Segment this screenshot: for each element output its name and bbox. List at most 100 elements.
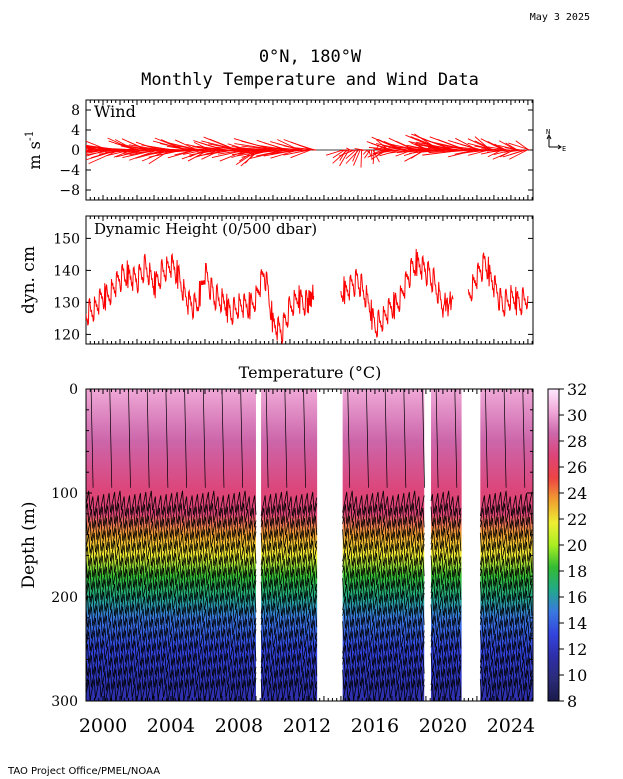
isotherm-contour [86, 653, 257, 679]
isotherm-contour [260, 503, 318, 529]
isotherm-contour [430, 528, 462, 554]
isotherm-contour [260, 490, 318, 517]
wind-vector [339, 149, 352, 152]
wind-vector [360, 149, 363, 168]
temp-x-tick-label: 2004 [147, 715, 195, 737]
isotherm-contour [479, 578, 533, 604]
colorbar-tick-label: 32 [567, 380, 587, 399]
chart-title: Monthly Temperature and Wind Data [141, 70, 479, 90]
wind-vector [362, 149, 368, 155]
colorbar-tick-label: 10 [567, 666, 587, 685]
wind-vector [332, 149, 345, 159]
temp-y-tick-label: 0 [69, 382, 78, 398]
wind-y-tick-label: −8 [59, 183, 80, 199]
wind-vector [197, 149, 235, 157]
surface-contour [454, 389, 458, 488]
wind-vector [201, 149, 222, 160]
isotherm-contour [260, 653, 318, 679]
isotherm-contour [479, 565, 533, 591]
wind-vector [474, 149, 500, 152]
colorbar-tick-label: 8 [567, 692, 577, 711]
wind-vector [487, 149, 511, 153]
wind-y-tick-label: 8 [71, 103, 80, 119]
isotherm-contour [342, 640, 425, 666]
isotherm-contour [430, 665, 462, 691]
isotherm-contour [479, 553, 533, 579]
wind-vector [461, 148, 485, 151]
isotherm-contour [430, 603, 462, 629]
isotherm-contour [479, 665, 533, 691]
compass-north-label: N [546, 128, 550, 136]
colorbar-tick-label: 12 [567, 640, 587, 659]
isotherm-contour [430, 590, 462, 616]
temp-x-tick-label: 2020 [419, 715, 467, 737]
surface-contour [202, 389, 206, 488]
surface-contour [485, 389, 488, 488]
wind-y-tick-label: 4 [71, 123, 80, 139]
wind-vector [364, 149, 371, 159]
dh-y-tick-label: 150 [53, 231, 80, 247]
surface-contour [240, 389, 244, 488]
wind-vector [283, 149, 310, 156]
isotherm-contour [430, 640, 462, 666]
wind-x-ticks [85, 100, 533, 200]
isotherm-contour [342, 553, 425, 579]
isotherm-contour [86, 528, 257, 554]
wind-vector [345, 149, 357, 160]
colorbar: 8 10 12 14 16 18 20 22 24 26 28 30 32 [547, 380, 587, 711]
wind-vector [216, 146, 242, 151]
isotherm-contour [260, 540, 318, 566]
surface-contour [128, 389, 131, 488]
isotherm-contour [479, 603, 533, 629]
wind-vector [290, 149, 311, 159]
wind-vector [388, 149, 412, 154]
temperature-x-axis: 2000 2004 2008 2012 2016 2020 2024 [79, 389, 535, 737]
isotherm-contour [342, 578, 425, 604]
isotherm-contour [86, 578, 257, 604]
wind-vector [447, 149, 474, 153]
wind-vector [167, 149, 197, 159]
surface-contour [109, 389, 113, 488]
isotherm-contour [86, 590, 257, 616]
wind-vector [151, 149, 178, 152]
temperature-y-axis: 0 100 200 300 [51, 382, 533, 710]
colorbar-tick-label: 30 [567, 406, 587, 425]
wind-vector [509, 149, 528, 160]
isotherm-contour [260, 565, 318, 591]
colorbar-tick-label: 24 [567, 484, 587, 503]
wind-vector [290, 146, 317, 151]
isotherm-contour [342, 490, 425, 517]
dynamic-height-series [86, 248, 529, 344]
isotherm-contour [342, 515, 425, 541]
isotherm-contour [430, 503, 462, 529]
isotherm-contour [260, 640, 318, 666]
isotherm-contour [86, 515, 257, 541]
isotherm-contour [430, 578, 462, 604]
colorbar-tick-label: 28 [567, 432, 587, 451]
wind-vector [487, 140, 505, 151]
isotherm-contour [430, 565, 462, 591]
dynamic-height-x-ticks [85, 216, 533, 344]
isotherm-contour [479, 615, 533, 641]
surface-contour [221, 389, 225, 488]
surface-contour [503, 389, 507, 488]
temperature-panel: Temperature (°C) 0 100 200 300 2000 2004 2008… [19, 363, 535, 737]
colorbar-scale [547, 388, 560, 702]
temperature-y-label: Depth (m) [19, 501, 39, 588]
isotherm-contour [86, 603, 257, 629]
wind-vector [353, 149, 361, 166]
wind-y-label: m s-1 [23, 130, 44, 169]
wind-panel: Wind 8 4 0 −4 −8 m s-1 N E [23, 99, 566, 201]
surface-contour [90, 389, 94, 488]
wind-vector [503, 149, 524, 153]
temperature-contours [86, 389, 533, 701]
surface-contour [403, 389, 407, 488]
isotherm-contour [260, 628, 318, 654]
isotherm-contour [479, 628, 533, 654]
surface-contour [522, 389, 526, 488]
wind-vector [439, 148, 473, 151]
isotherm-contour [430, 515, 462, 541]
temp-y-tick-label: 200 [51, 590, 78, 606]
isotherm-contour [342, 503, 425, 529]
